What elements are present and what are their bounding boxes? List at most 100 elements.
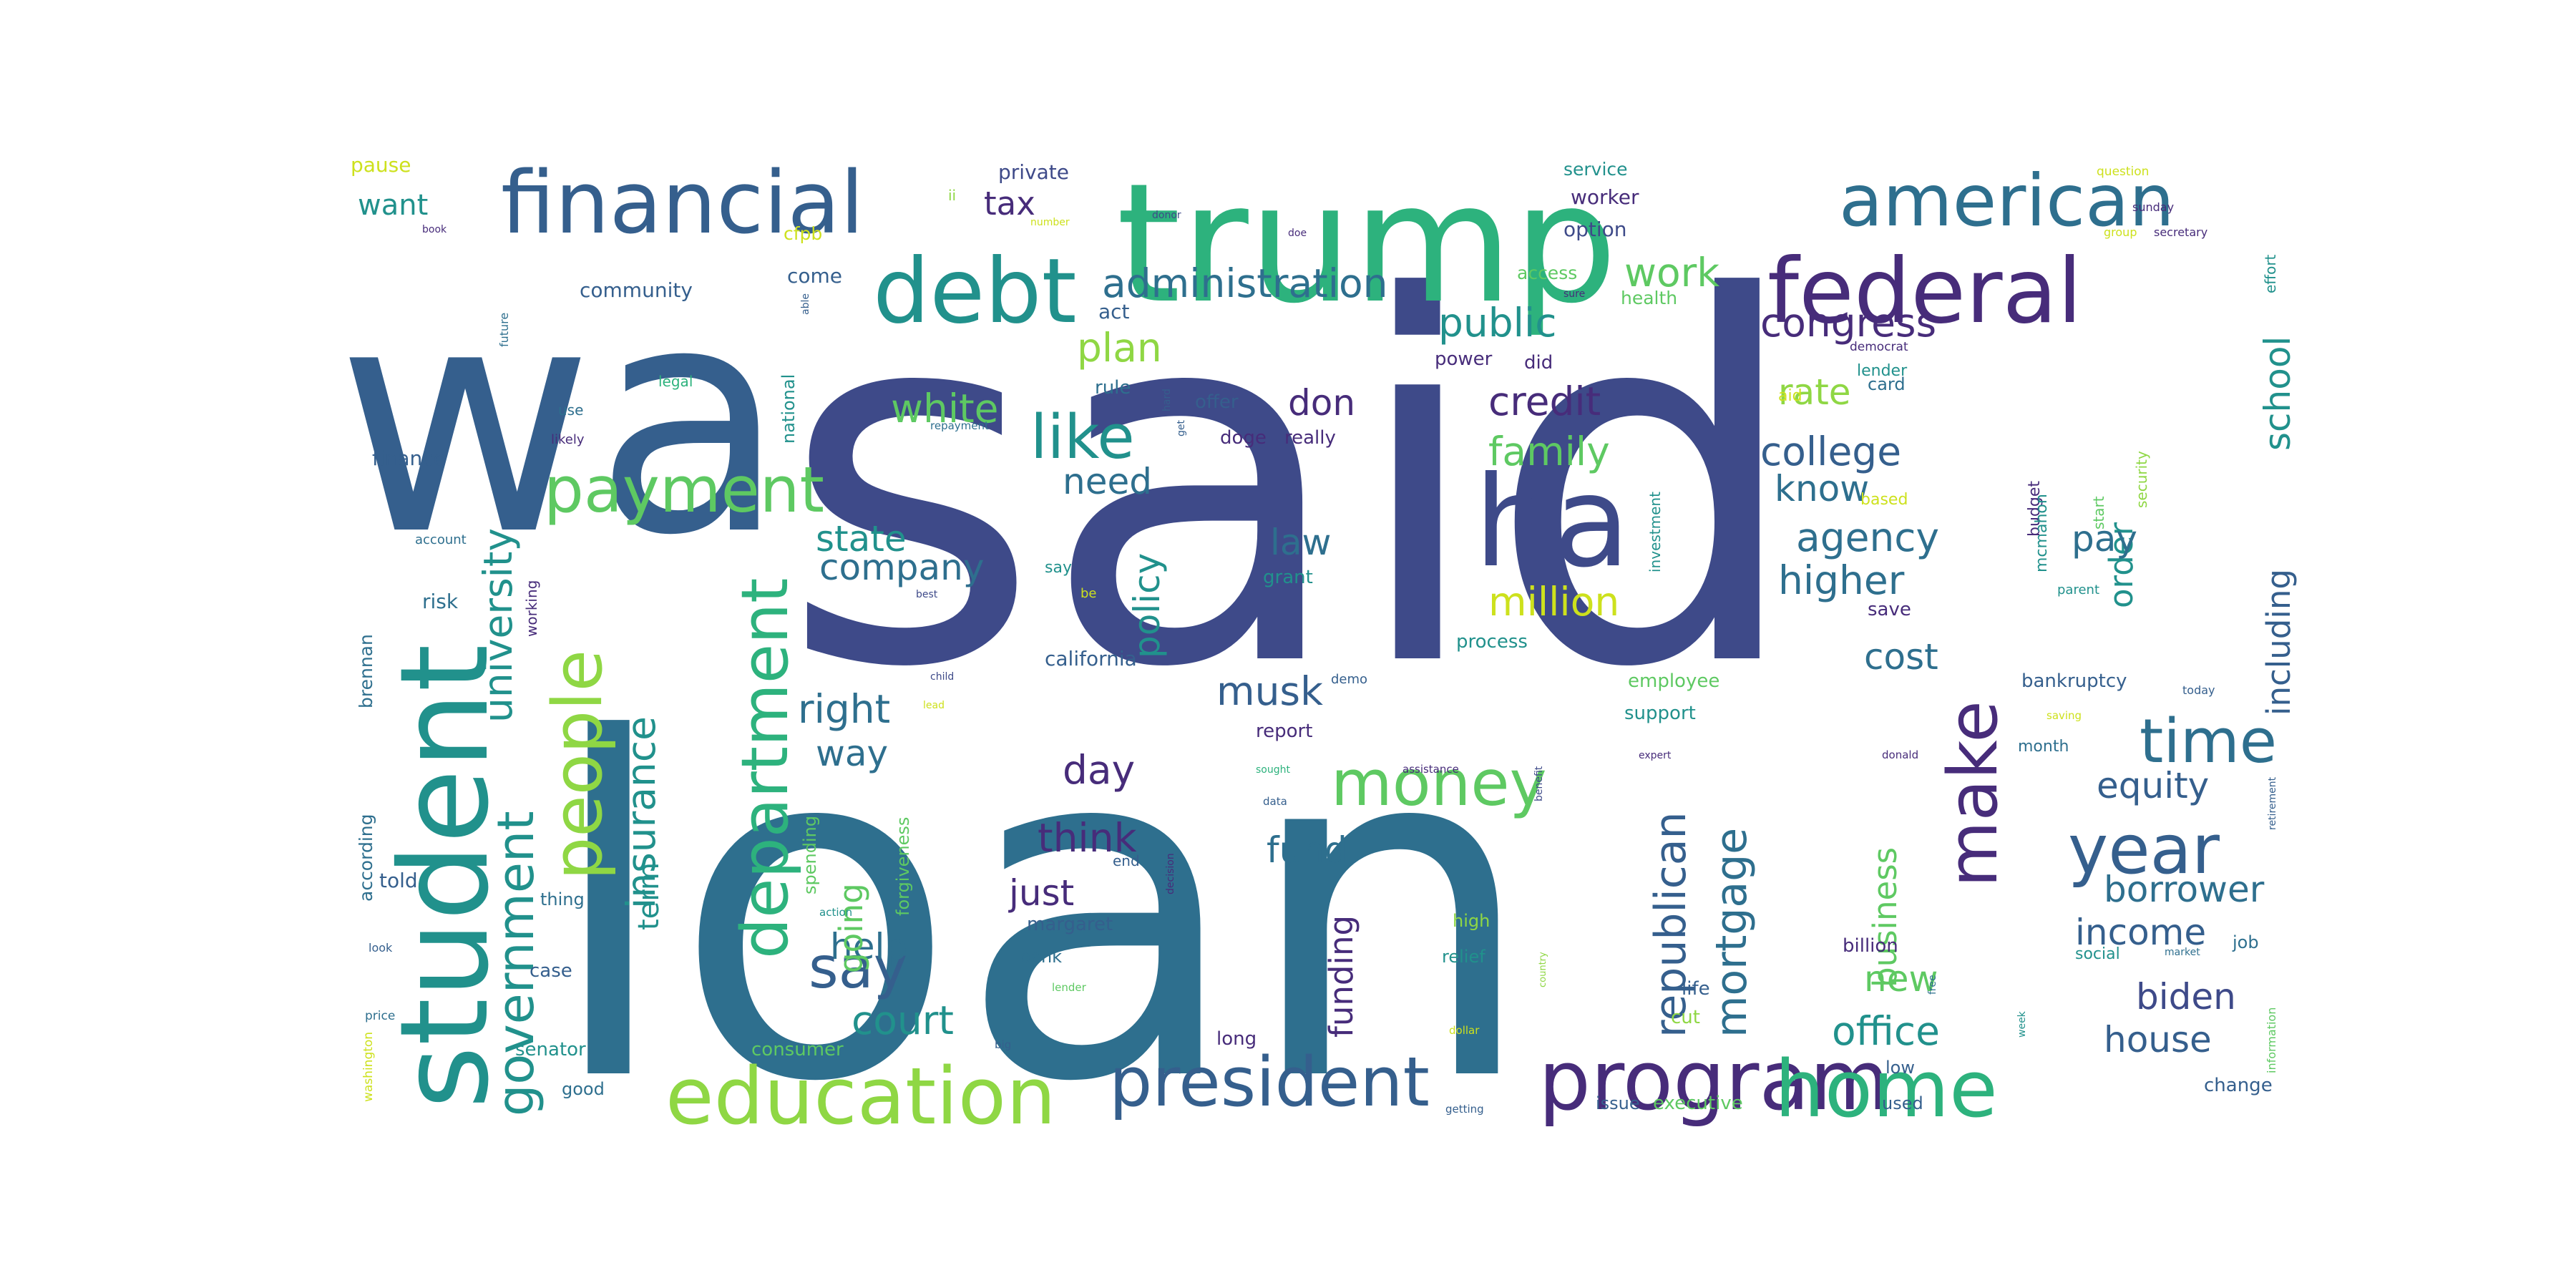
word-based: based xyxy=(1860,491,1908,509)
word-action: action xyxy=(819,906,852,919)
word-demo: demo xyxy=(1331,672,1367,687)
word-congress: congress xyxy=(1760,300,1936,346)
word-program: program xyxy=(1538,1033,1890,1129)
word-american: american xyxy=(1839,159,2175,243)
word-rate: rate xyxy=(1778,371,1851,413)
word-high: high xyxy=(1453,911,1490,931)
word-sunday: sunday xyxy=(2132,200,2174,214)
word-grant: grant xyxy=(1263,567,1313,588)
word-told: told xyxy=(379,869,418,892)
word-house: house xyxy=(2104,1019,2212,1060)
word-just: just xyxy=(1008,872,1074,914)
word-employee: employee xyxy=(1628,670,1719,692)
word-million: million xyxy=(1488,579,1619,625)
word-information: information xyxy=(2265,1008,2278,1073)
word-donald: donald xyxy=(1882,748,1918,761)
word-musk: musk xyxy=(1216,668,1323,714)
word-act: act xyxy=(1098,300,1130,323)
word-mcmahon: mcmahon xyxy=(2033,494,2051,572)
word-sure: sure xyxy=(1563,288,1585,300)
word-company: company xyxy=(819,547,984,588)
word-law: law xyxy=(1270,522,1331,563)
word-option: option xyxy=(1563,218,1627,241)
word-lender: lender xyxy=(1857,362,1908,380)
word-say: say xyxy=(1045,559,1072,577)
word-loan: loan xyxy=(544,643,1538,1184)
word-pause: pause xyxy=(351,153,411,177)
word-administration: administration xyxy=(1102,260,1388,306)
word-university: university xyxy=(475,528,521,723)
word-need: need xyxy=(1063,461,1152,502)
word-home: home xyxy=(1775,1043,1998,1135)
word-finance: finance xyxy=(372,447,446,470)
word-likely: likely xyxy=(551,432,585,447)
word-cost: cost xyxy=(1864,636,1938,678)
word-said: said xyxy=(780,194,1805,777)
word-student: student xyxy=(374,644,516,1109)
word-senator: senator xyxy=(515,1039,586,1060)
word-ha: ha xyxy=(1474,450,1630,595)
word-education: education xyxy=(665,1050,1056,1142)
word-right: right xyxy=(798,686,890,732)
word-big: big xyxy=(995,1038,1011,1051)
word-expert: expert xyxy=(1639,750,1672,761)
word-think: think xyxy=(1038,815,1137,861)
word-bankruptcy: bankruptcy xyxy=(2021,670,2127,692)
word-like: like xyxy=(1030,402,1135,473)
word-term: term xyxy=(633,862,665,930)
word-consumer: consumer xyxy=(751,1039,844,1060)
word-republican: republican xyxy=(1646,811,1696,1038)
word-donor: donor xyxy=(1152,210,1181,221)
word-public: public xyxy=(1438,300,1556,346)
word-aid: aid xyxy=(1778,387,1802,405)
word-don: don xyxy=(1288,382,1355,424)
word-data: data xyxy=(1263,795,1287,808)
word-biden: biden xyxy=(2136,976,2236,1018)
word-investment: investment xyxy=(1646,492,1664,572)
word-federal: federal xyxy=(1767,240,2082,343)
word-margaret: margaret xyxy=(1027,914,1113,935)
word-health: health xyxy=(1621,288,1677,308)
word-issue: issue xyxy=(1596,1093,1640,1113)
word-pay: pay xyxy=(2072,518,2137,560)
word-retirement: retirement xyxy=(2267,776,2278,830)
word-come: come xyxy=(787,264,842,288)
word-plan: plan xyxy=(1077,325,1162,371)
word-child: child xyxy=(930,671,954,683)
word-financial: financial xyxy=(501,154,864,253)
word-dollar: dollar xyxy=(1449,1024,1480,1037)
word-look: look xyxy=(369,941,393,955)
word-group: group xyxy=(2104,225,2137,239)
word-white: white xyxy=(891,386,999,431)
word-best: best xyxy=(916,589,938,600)
word-want: want xyxy=(358,189,428,222)
word-mortgage: mortgage xyxy=(1707,828,1757,1038)
word-card: card xyxy=(1868,374,1906,394)
word-way: way xyxy=(816,733,888,774)
word-cut: cut xyxy=(1671,1007,1700,1028)
word-benefit: benefit xyxy=(1533,766,1545,801)
word-higher: higher xyxy=(1778,557,1905,603)
word-make: make xyxy=(1934,701,2013,887)
word-tax: tax xyxy=(984,185,1035,223)
word-department: department xyxy=(728,578,803,959)
word-decision: decision xyxy=(1165,853,1176,894)
word-income: income xyxy=(2075,912,2206,953)
word-ii: ii xyxy=(948,187,956,204)
word-number: number xyxy=(1030,217,1070,228)
word-year: year xyxy=(2068,811,2220,889)
word-change: change xyxy=(2204,1075,2273,1096)
word-executive: executive xyxy=(1653,1093,1743,1114)
word-good: good xyxy=(562,1079,605,1099)
word-time: time xyxy=(2140,706,2277,777)
word-security: security xyxy=(2133,451,2150,508)
word-get: get xyxy=(1176,420,1187,437)
word-end: end xyxy=(1113,852,1140,869)
word-market: market xyxy=(2165,947,2200,958)
word-service: service xyxy=(1563,159,1628,180)
word-process: process xyxy=(1456,631,1528,653)
word-offer: offer xyxy=(1195,391,1239,413)
word-working: working xyxy=(523,580,540,637)
word-policy: policy xyxy=(1126,553,1168,658)
